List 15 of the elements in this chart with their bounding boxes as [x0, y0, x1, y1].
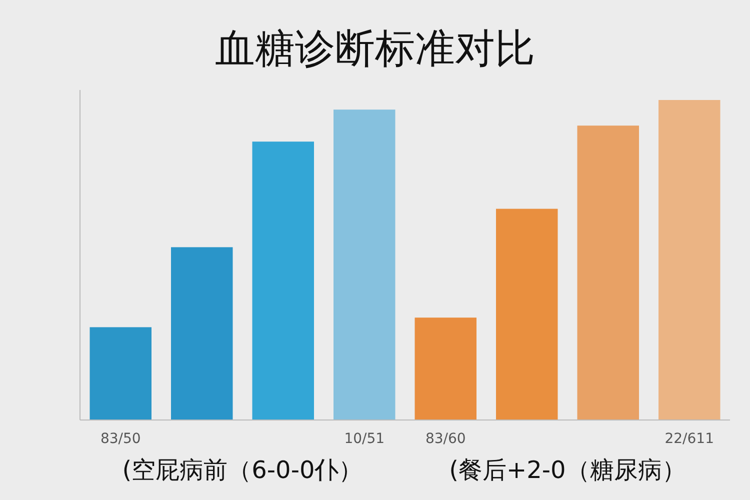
bar [252, 142, 314, 420]
chart-title: 血糖诊断标准对比 [215, 26, 535, 72]
bar [577, 126, 639, 420]
x-tick-label: 22/611 [664, 431, 714, 447]
text: (餐后+2-0（糖尿病） [449, 456, 686, 484]
bar [496, 208, 558, 420]
x-tick-label: 83/50 [100, 431, 141, 447]
bar [90, 327, 152, 420]
text: (空屁病前（6-0-0仆） [122, 456, 363, 484]
bar [658, 100, 720, 420]
x-tick-label: 83/60 [425, 431, 466, 447]
bar [334, 110, 396, 420]
bar [414, 318, 476, 420]
x-tick-label: 10/51 [344, 431, 385, 447]
bar [171, 247, 233, 420]
